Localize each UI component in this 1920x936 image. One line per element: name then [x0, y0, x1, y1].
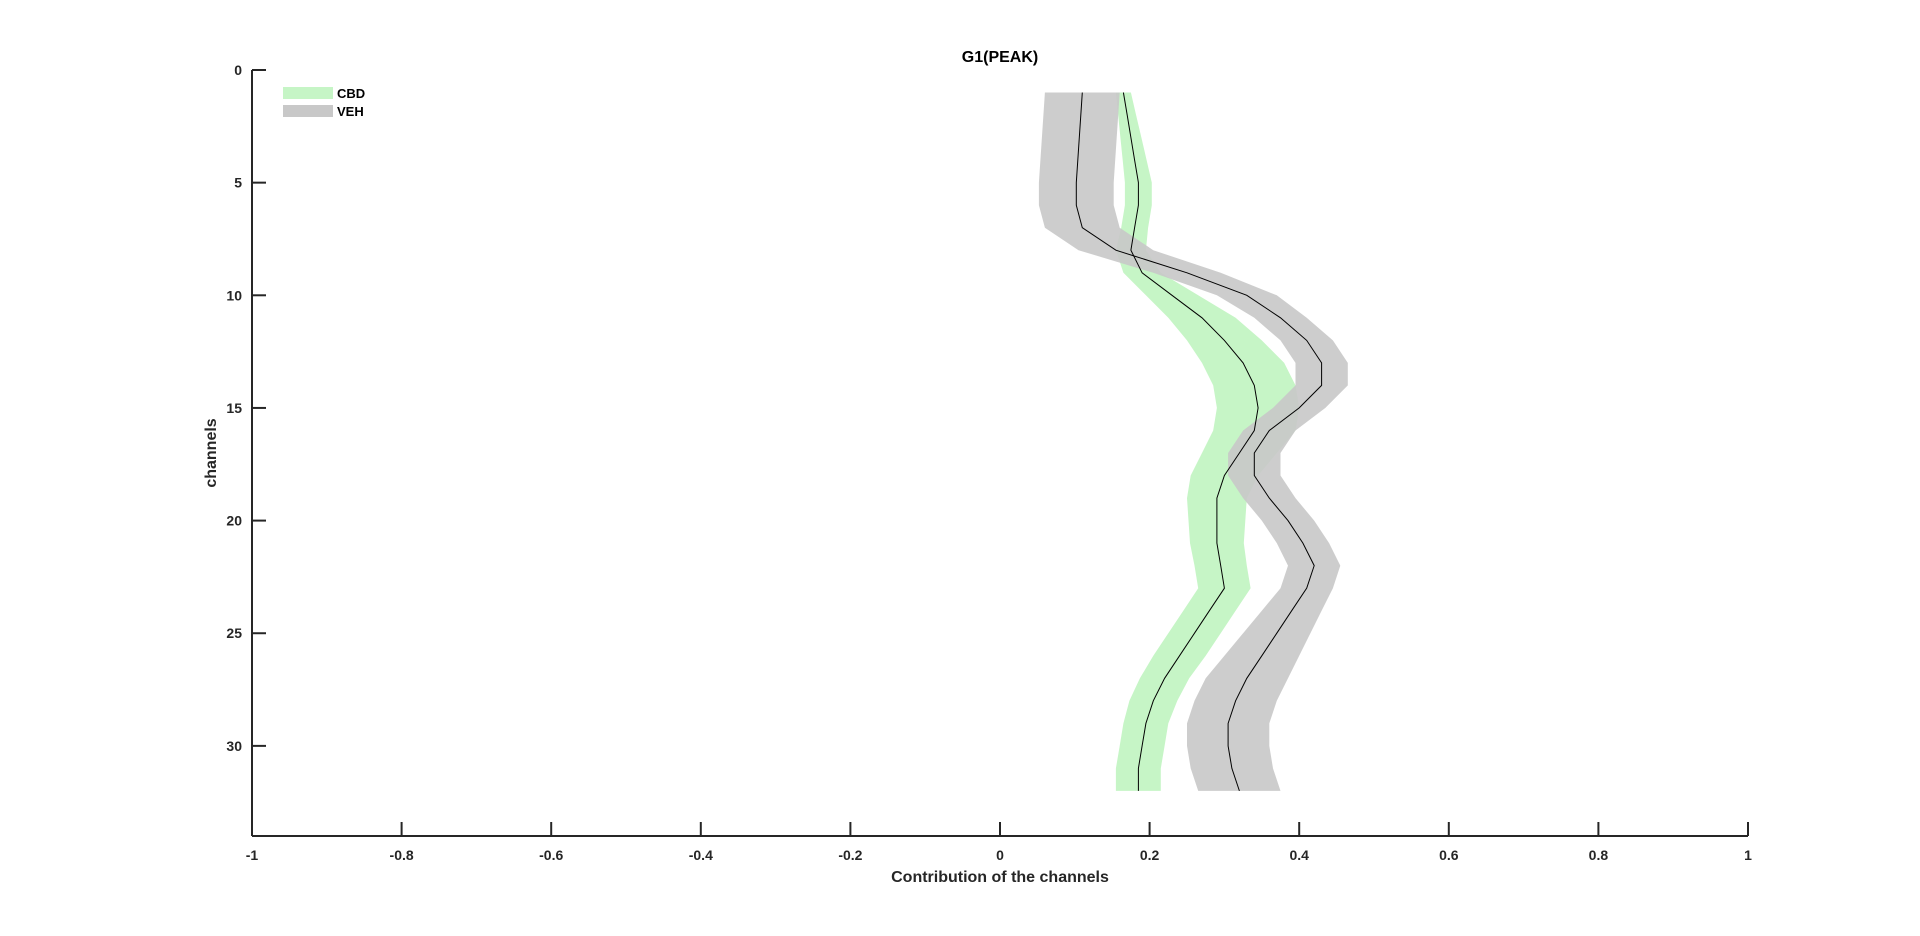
y-axis-title: channels: [203, 418, 220, 487]
legend-label-cbd: CBD: [337, 86, 365, 101]
legend-label-veh: VEH: [337, 104, 364, 119]
confidence-bands: [1038, 92, 1348, 791]
x-tick-label: -0.4: [689, 847, 713, 863]
x-ticks: -1 -0.8 -0.6 -0.4 -0.2 0 0.2 0.4 0.6 0.8 1: [246, 822, 1752, 863]
band-veh: [1038, 92, 1348, 791]
x-tick-label: -0.6: [539, 847, 563, 863]
x-tick-label: 0: [996, 847, 1004, 863]
chart-title: G1(PEAK): [962, 49, 1038, 66]
y-tick-label: 15: [226, 400, 242, 416]
mean-line-cbd: [1122, 92, 1259, 791]
x-tick-label: -0.8: [390, 847, 414, 863]
y-tick-label: 20: [226, 513, 242, 529]
legend-swatch-cbd: [283, 87, 333, 99]
y-tick-label: 0: [234, 62, 242, 78]
legend-swatch-veh: [283, 105, 333, 117]
x-tick-label: 1: [1744, 847, 1752, 863]
x-tick-label: -1: [246, 847, 259, 863]
y-tick-label: 25: [226, 625, 242, 641]
x-tick-label: -0.2: [838, 847, 862, 863]
y-tick-label: 5: [234, 175, 242, 191]
x-axis-title: Contribution of the channels: [891, 869, 1109, 886]
mean-lines: [1075, 92, 1323, 792]
x-tick-label: 0.4: [1289, 847, 1309, 863]
axes: [251, 70, 1748, 837]
y-ticks: 0 5 10 15 20 25 30: [226, 62, 266, 754]
legend: CBD VEH: [283, 86, 365, 119]
y-tick-label: 10: [226, 287, 242, 303]
y-tick-label: 30: [226, 738, 242, 754]
x-tick-label: 0.2: [1140, 847, 1160, 863]
mean-line-veh: [1075, 92, 1323, 792]
x-tick-label: 0.6: [1439, 847, 1459, 863]
x-tick-label: 0.8: [1589, 847, 1609, 863]
